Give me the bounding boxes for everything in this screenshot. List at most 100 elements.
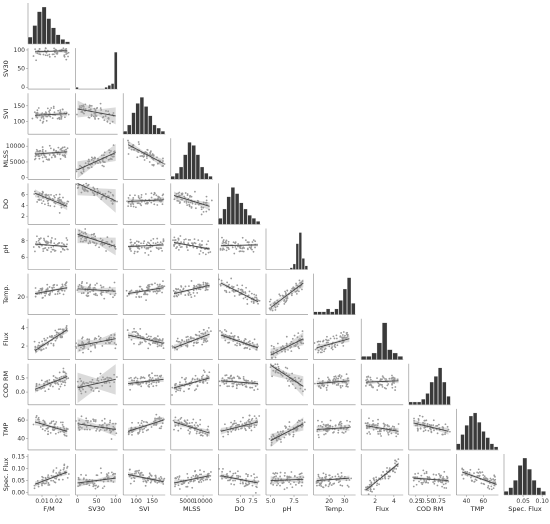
scatter-point — [62, 468, 65, 471]
scatter-point — [110, 199, 113, 202]
regression-line — [34, 50, 68, 53]
scatter-point — [388, 467, 391, 470]
scatter-point — [105, 290, 108, 293]
scatter-point — [179, 383, 181, 386]
scatter-point — [387, 431, 389, 434]
scatter-point — [376, 424, 379, 427]
scatter-point — [154, 477, 157, 480]
scatter-point — [391, 469, 394, 472]
scatter-point — [80, 284, 83, 287]
scatter-point — [35, 415, 38, 417]
scatter-point — [65, 202, 68, 205]
scatter-point — [276, 431, 279, 433]
scatter-point — [272, 350, 275, 353]
scatter-point — [324, 484, 327, 487]
scatter-point — [342, 331, 345, 333]
scatter-point — [42, 348, 45, 350]
scatter-point — [461, 474, 464, 476]
scatter-point — [47, 194, 50, 196]
scatter-point — [99, 336, 102, 339]
scatter-point — [336, 473, 339, 476]
hist-bar — [152, 124, 157, 135]
scatter-point — [78, 283, 81, 286]
scatter-point — [231, 285, 233, 288]
scatter-point — [144, 290, 146, 293]
scatter-point — [90, 381, 93, 384]
scatter-point — [187, 388, 190, 390]
scatter-point — [157, 417, 159, 420]
scatter-point — [155, 289, 158, 292]
scatter-point — [85, 417, 88, 420]
scatter-point — [300, 335, 303, 338]
scatter-point — [151, 372, 153, 375]
scatter-point — [335, 334, 338, 337]
scatter-point — [225, 249, 228, 252]
scatter-point — [148, 383, 151, 386]
scatter-point — [386, 467, 388, 469]
scatter-point — [194, 207, 197, 210]
scatter-point — [299, 340, 302, 343]
scatter-point — [205, 338, 208, 340]
scatter-point — [85, 474, 87, 477]
scatter-point — [322, 486, 324, 489]
scatter-point — [482, 474, 485, 476]
scatter-point — [40, 292, 43, 295]
scatter-point — [185, 423, 187, 426]
scatter-point — [246, 347, 249, 349]
scatter-point — [325, 386, 328, 389]
scatter-point — [241, 236, 244, 239]
scatter-point — [230, 483, 233, 485]
y-tick-label: 0.15 — [12, 453, 26, 460]
scatter-point — [346, 419, 348, 422]
hist-bar — [338, 300, 343, 315]
scatter-point — [135, 472, 138, 474]
scatter-point — [54, 51, 56, 54]
scatter-point — [157, 197, 160, 199]
scatter-point — [227, 240, 230, 243]
scatter-point — [63, 371, 66, 374]
panel-svi-vs-sv30 — [75, 93, 118, 135]
scatter-point — [222, 467, 224, 470]
scatter-point — [419, 478, 422, 481]
scatter-point — [325, 423, 328, 426]
regression-line — [34, 287, 68, 294]
scatter-point — [138, 343, 140, 346]
y-tick-label: 2 — [21, 213, 25, 220]
scatter-point — [101, 244, 104, 247]
scatter-point — [145, 202, 148, 205]
scatter-point — [186, 344, 189, 347]
scatter-point — [99, 284, 102, 287]
scatter-point — [104, 477, 107, 480]
scatter-point — [130, 244, 133, 247]
scatter-point — [232, 286, 234, 289]
scatter-point — [36, 235, 38, 238]
scatter-point — [63, 467, 65, 469]
scatter-point — [136, 377, 139, 380]
scatter-point — [36, 150, 39, 153]
scatter-point — [226, 281, 229, 284]
scatter-point — [154, 242, 157, 245]
scatter-point — [278, 293, 281, 296]
scatter-point — [132, 244, 135, 247]
scatter-point — [133, 480, 136, 483]
scatter-point — [97, 117, 100, 120]
scatter-point — [174, 384, 177, 387]
hist-bar — [503, 491, 509, 496]
scatter-point — [148, 283, 150, 286]
scatter-point — [280, 373, 283, 376]
scatter-point — [438, 473, 440, 475]
scatter-point — [141, 336, 144, 338]
scatter-point — [274, 472, 277, 474]
scatter-point — [53, 242, 56, 245]
scatter-point — [155, 476, 157, 479]
scatter-point — [60, 251, 62, 253]
scatter-point — [333, 345, 336, 347]
scatter-point — [87, 286, 90, 289]
scatter-point — [113, 373, 116, 376]
scatter-point — [96, 428, 98, 430]
panel-do-vs-sv30 — [75, 182, 118, 225]
scatter-point — [94, 162, 97, 165]
scatter-point — [276, 371, 279, 374]
scatter-point — [88, 340, 91, 343]
scatter-point — [239, 247, 242, 249]
